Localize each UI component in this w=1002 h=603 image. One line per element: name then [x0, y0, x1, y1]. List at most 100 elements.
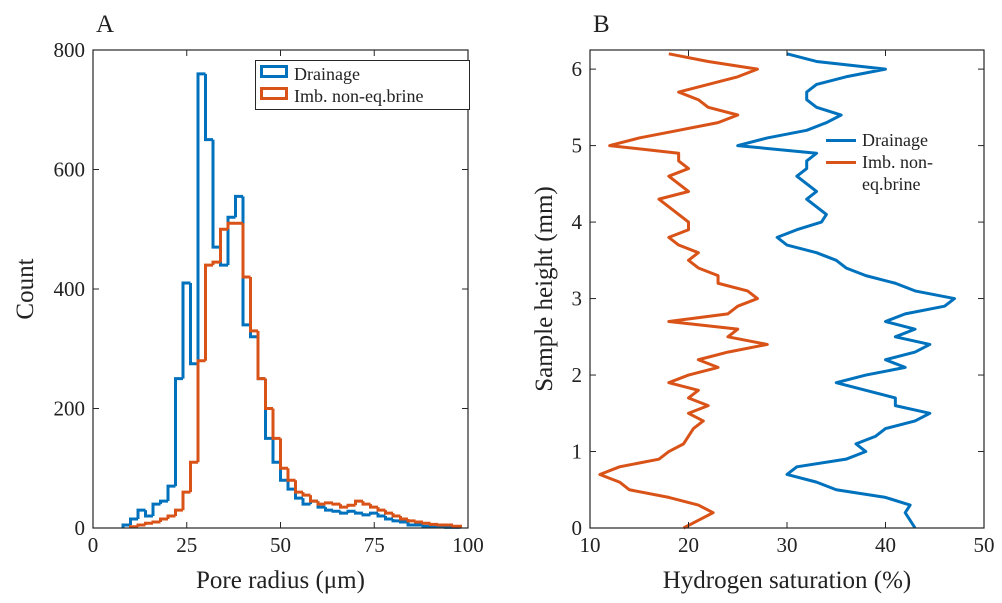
- y-tick-label: 1: [572, 440, 583, 464]
- histogram-bin: [196, 72, 206, 364]
- histogram-bin: [294, 480, 303, 494]
- panel-label: A: [96, 11, 114, 38]
- panel: 10 20 30 40 50 0 1 2 3 4 5 6 Hydrogen saturation (%)…: [531, 11, 995, 594]
- y-axis-label: Count: [12, 258, 39, 319]
- x-tick-label: 100: [452, 533, 484, 557]
- legend-symbol: [260, 65, 288, 78]
- histogram-bin: [309, 495, 318, 503]
- legend-entry: Imb. non-eq.brine: [260, 85, 465, 107]
- histogram-bin: [414, 520, 423, 524]
- histogram-bin: [189, 460, 198, 493]
- legend-label: Imb. non-eq.brine: [294, 86, 424, 106]
- histogram-bin: [346, 503, 356, 508]
- histogram-bin: [421, 524, 431, 528]
- histogram-bin: [129, 517, 138, 526]
- histogram-bin: [136, 508, 146, 520]
- y-tick-label: 0: [572, 516, 583, 540]
- panel-label: B: [593, 11, 610, 38]
- x-tick-label: 50: [974, 533, 995, 557]
- histogram-bin: [301, 498, 311, 506]
- histogram-bin: [354, 499, 363, 506]
- histogram-bin: [451, 524, 462, 528]
- histogram-bin: [196, 359, 206, 463]
- histogram-bin: [384, 516, 393, 521]
- histogram-bin: [264, 378, 273, 410]
- histogram-bin: [211, 139, 221, 249]
- y-tick-label: 6: [572, 57, 583, 81]
- histogram-bin: [226, 221, 236, 230]
- axes-frame: [589, 49, 985, 529]
- legend-entry: Imb. non-eq.brine: [826, 151, 991, 195]
- histogram-bin: [279, 438, 288, 470]
- x-axis-label: Hydrogen saturation (%): [663, 567, 912, 594]
- histogram-bin: [369, 511, 378, 515]
- histogram-bin: [286, 480, 296, 491]
- histogram-bin: [181, 490, 191, 511]
- legend: Drainage Imb. non-eq.brine: [822, 127, 995, 197]
- histogram-bin: [361, 501, 371, 506]
- x-tick-label: 50: [270, 533, 291, 557]
- histogram-bin: [249, 277, 258, 333]
- legend-label: Imb. non-eq.brine: [862, 152, 933, 194]
- histogram-bin: [226, 215, 236, 266]
- legend-symbol: [826, 139, 856, 142]
- histogram-bin: [271, 408, 281, 440]
- legend-label: Drainage: [862, 130, 928, 150]
- histogram-bin: [406, 522, 416, 527]
- x-tick-label: 10: [580, 533, 601, 557]
- histogram-bin: [316, 501, 326, 506]
- histogram-bin: [234, 194, 243, 218]
- histogram-bin: [241, 223, 251, 279]
- histogram-bin: [151, 502, 161, 517]
- histogram-bin: [271, 438, 281, 464]
- histogram-bin: [399, 520, 408, 524]
- histogram-bin: [354, 511, 363, 515]
- histogram-bin: [399, 516, 408, 521]
- y-tick-label: 2: [572, 363, 583, 387]
- legend-symbol: [826, 161, 856, 164]
- panel: 0 25 50 75 100 0 200 400 600 800 Pore radius (μm) C…: [12, 11, 484, 594]
- x-tick-label: 0: [88, 533, 99, 557]
- histogram-bin: [211, 260, 221, 266]
- x-tick-label: 25: [176, 533, 197, 557]
- histogram-bin: [144, 521, 153, 526]
- data-line: [736, 52, 956, 529]
- histogram-bin: [144, 510, 153, 518]
- histogram-bin: [436, 523, 446, 527]
- histogram-bin: [331, 509, 341, 513]
- histogram-bin: [151, 520, 161, 524]
- y-axis-label: Sample height (mm): [531, 186, 558, 392]
- histogram-bin: [301, 492, 311, 497]
- y-tick-label: 5: [572, 134, 583, 158]
- x-tick-label: 40: [875, 533, 896, 557]
- x-tick-label: 20: [678, 533, 699, 557]
- histogram-bin: [376, 513, 386, 518]
- histogram-bin: [174, 508, 183, 517]
- histogram-bin: [406, 519, 416, 523]
- legend-entry: Drainage: [260, 63, 465, 85]
- histogram-bin: [286, 468, 296, 482]
- data-line: [598, 52, 769, 530]
- histogram-bin: [204, 73, 213, 142]
- x-tick-label: 30: [777, 533, 798, 557]
- histogram-bin: [376, 507, 386, 512]
- histogram-bin: [256, 330, 266, 381]
- y-tick-label: 3: [572, 287, 583, 311]
- histogram-bin: [391, 513, 401, 518]
- histogram-bin: [384, 510, 393, 515]
- histogram-bin: [121, 523, 131, 528]
- histogram-bin: [181, 281, 191, 379]
- x-tick-label: 75: [364, 533, 385, 557]
- histogram-bin: [429, 522, 438, 526]
- histogram-bin: [166, 484, 176, 502]
- histogram-bin: [219, 227, 228, 263]
- histogram-bin: [324, 507, 333, 512]
- legend-label: Drainage: [294, 64, 360, 84]
- histogram-bin: [346, 509, 356, 514]
- histogram-bin: [331, 502, 341, 506]
- histogram-bin: [159, 517, 168, 523]
- histogram-bin: [136, 523, 146, 527]
- y-tick-label: 400: [54, 277, 86, 301]
